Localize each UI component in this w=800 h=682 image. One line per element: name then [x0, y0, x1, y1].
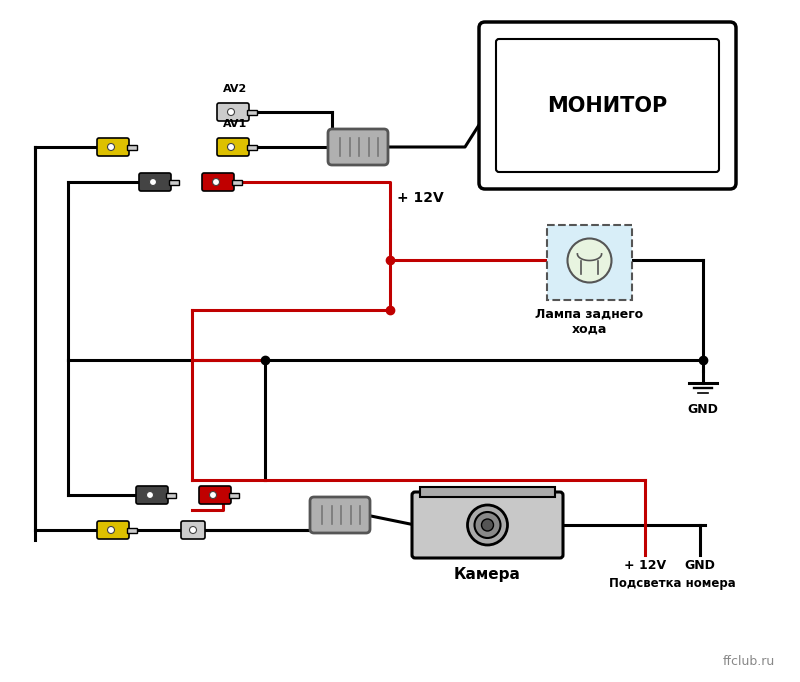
FancyBboxPatch shape — [479, 22, 736, 189]
Circle shape — [213, 179, 219, 186]
Bar — [166, 492, 176, 497]
Text: AV2: AV2 — [223, 84, 247, 94]
FancyBboxPatch shape — [217, 103, 249, 121]
Bar — [127, 145, 137, 149]
Bar — [232, 179, 242, 185]
FancyBboxPatch shape — [547, 225, 632, 300]
FancyBboxPatch shape — [139, 173, 171, 191]
FancyBboxPatch shape — [310, 497, 370, 533]
Circle shape — [567, 239, 611, 282]
FancyBboxPatch shape — [217, 138, 249, 156]
Circle shape — [210, 492, 217, 499]
Bar — [420, 487, 555, 497]
FancyBboxPatch shape — [412, 492, 563, 558]
FancyBboxPatch shape — [181, 521, 205, 539]
Circle shape — [482, 519, 494, 531]
Bar — [169, 179, 179, 185]
Text: МОНИТОР: МОНИТОР — [547, 95, 668, 115]
Circle shape — [150, 179, 157, 186]
Text: Камера: Камера — [454, 567, 521, 582]
Circle shape — [146, 492, 154, 499]
Circle shape — [227, 143, 234, 151]
FancyBboxPatch shape — [199, 486, 231, 504]
Circle shape — [474, 512, 501, 538]
Circle shape — [107, 527, 114, 533]
Text: Подсветка номера: Подсветка номера — [609, 577, 736, 590]
Bar — [247, 110, 257, 115]
Bar — [247, 145, 257, 149]
FancyBboxPatch shape — [328, 129, 388, 165]
Text: AV1: AV1 — [223, 119, 247, 129]
Text: GND: GND — [687, 403, 718, 416]
Text: GND: GND — [685, 559, 715, 572]
FancyBboxPatch shape — [97, 521, 129, 539]
FancyBboxPatch shape — [202, 173, 234, 191]
Text: ffclub.ru: ffclub.ru — [722, 655, 775, 668]
FancyBboxPatch shape — [97, 138, 129, 156]
FancyBboxPatch shape — [136, 486, 168, 504]
FancyBboxPatch shape — [496, 39, 719, 172]
Bar — [127, 527, 137, 533]
Text: + 12V: + 12V — [397, 191, 444, 205]
Text: + 12V: + 12V — [624, 559, 666, 572]
Circle shape — [467, 505, 507, 545]
Text: Лампа заднего
хода: Лампа заднего хода — [535, 308, 643, 336]
Bar — [229, 492, 239, 497]
Circle shape — [227, 108, 234, 115]
Circle shape — [107, 143, 114, 151]
Circle shape — [190, 527, 197, 533]
